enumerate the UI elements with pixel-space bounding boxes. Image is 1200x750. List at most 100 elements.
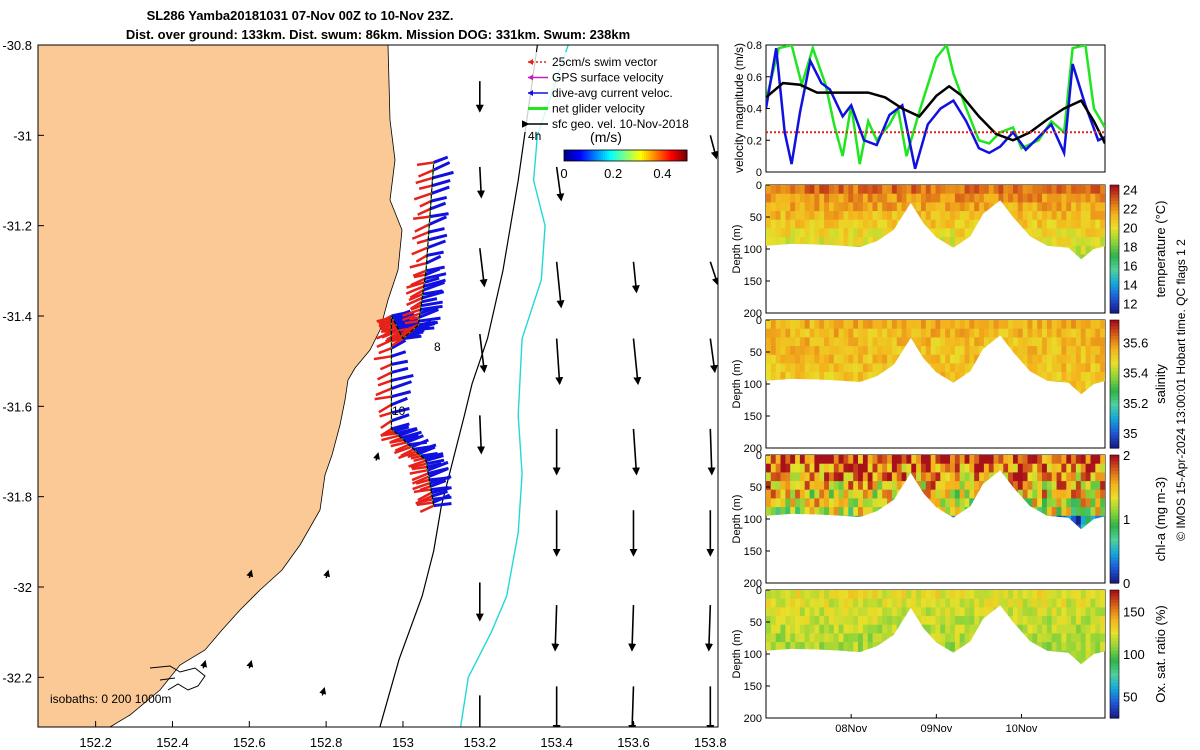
colorbar-cell (629, 150, 633, 161)
section-cell (790, 472, 796, 482)
section-cell (862, 328, 869, 338)
section-cell (940, 590, 946, 600)
section-cell (911, 328, 917, 338)
section-cell (780, 346, 786, 356)
section-cell (959, 472, 966, 482)
section-cell (1080, 228, 1087, 238)
section-colorbar-cell (1110, 390, 1119, 395)
colorbar-cell (609, 150, 612, 161)
map-y-tick-label: -31.8 (2, 490, 32, 505)
section-cell (1027, 472, 1033, 482)
section-cell (833, 455, 840, 465)
section-cell (906, 320, 912, 330)
section-cell (785, 354, 791, 364)
section-cell (1037, 590, 1043, 600)
colorbar-cell (652, 150, 655, 161)
section-cell (809, 498, 815, 508)
section-cell (1075, 346, 1082, 356)
section-colorbar-cell (1110, 281, 1119, 285)
section-cell (1100, 346, 1105, 356)
section-colorbar-cell (1110, 229, 1119, 234)
section-colorbar-cell (1110, 217, 1119, 221)
section-cell (1008, 202, 1014, 212)
section-cell (877, 455, 883, 465)
section-cell (814, 607, 820, 617)
dive-avg-current-vector (429, 479, 447, 488)
colorbar-cell (635, 150, 639, 161)
section-colorbar-cell (1110, 483, 1119, 488)
section-cell (814, 346, 820, 356)
section-cell (1066, 337, 1072, 347)
geo-velocity-arrow (628, 686, 637, 727)
section-cell (1066, 463, 1072, 473)
section-cell (925, 455, 932, 465)
section-cell (891, 193, 898, 203)
section-cell (1046, 202, 1053, 212)
section-cell (838, 642, 844, 652)
section-cell (1095, 337, 1101, 347)
section-cell (775, 624, 782, 634)
dive-avg-current-vector (432, 170, 454, 180)
swim-vector (388, 331, 401, 340)
section-colorbar-cell (1110, 271, 1119, 276)
dive-avg-current-vector (391, 359, 409, 366)
section-cell (775, 354, 782, 364)
section-colorbar-cell (1110, 458, 1119, 462)
section-cell (1037, 598, 1043, 608)
section-cell (867, 616, 874, 626)
section-cell (829, 598, 835, 608)
section-cell (858, 202, 864, 212)
section-cell (969, 337, 975, 347)
section-colorbar-cell (1110, 464, 1119, 469)
section-cell (833, 481, 840, 491)
section-cell (964, 185, 970, 195)
section-cell (940, 219, 946, 229)
section-cell (1046, 590, 1053, 600)
section-cell (998, 193, 1004, 203)
section-cell (1071, 598, 1077, 608)
section-cell (1013, 211, 1019, 221)
section-cell (824, 202, 830, 212)
section-cell (1032, 598, 1038, 608)
section-cell (988, 463, 995, 473)
section-cell (1042, 481, 1048, 491)
map-y-tick-label: -32.2 (2, 670, 32, 685)
geo-velocity-arrow (632, 338, 642, 386)
section-cell (795, 455, 801, 465)
section-cell (867, 624, 874, 634)
section-cell (916, 185, 922, 195)
section-cell (1066, 228, 1072, 238)
swim-vector (398, 450, 417, 460)
section-cell (1027, 363, 1033, 373)
section-colorbar-cell (1110, 599, 1119, 604)
section-cell (877, 202, 883, 212)
section-cell (1003, 590, 1009, 600)
section-cell (887, 481, 893, 491)
section-cell (921, 616, 927, 626)
section-cell (843, 337, 849, 347)
map-x-tick-label: 153 (392, 735, 414, 750)
section-cell (790, 455, 796, 465)
section-cell (950, 633, 956, 643)
section-cell (1046, 489, 1053, 499)
section-cell (954, 219, 961, 229)
section-cell (1061, 346, 1067, 356)
section-cell (858, 363, 864, 373)
colorbar-cell (658, 150, 661, 161)
section-cell (1017, 193, 1024, 203)
section-cell (1046, 633, 1053, 643)
section-cell (1032, 328, 1038, 338)
section-cell (969, 211, 975, 221)
section-cell (969, 193, 975, 203)
section-cell (770, 507, 777, 517)
section-cell (979, 472, 985, 482)
section-cell (901, 598, 907, 608)
section-cell (969, 219, 975, 229)
section-cell (921, 455, 927, 465)
section-cell (882, 354, 888, 364)
section-cell (824, 237, 830, 247)
section-cell (780, 219, 786, 229)
velocity-y-tick-label: 0 (756, 167, 762, 179)
section-cell (964, 607, 970, 617)
section-cell (1022, 346, 1029, 356)
